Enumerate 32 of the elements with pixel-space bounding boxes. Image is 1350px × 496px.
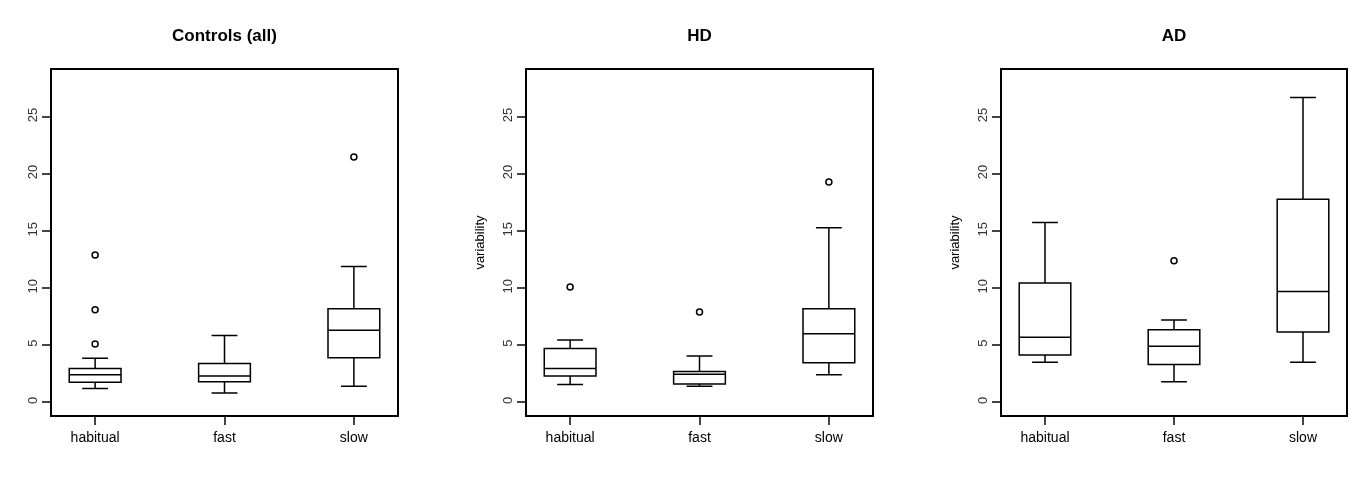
y-tick-label: 20	[500, 164, 516, 180]
x-tick-label: habitual	[70, 428, 120, 445]
x-tick-label: slow	[1288, 428, 1318, 445]
x-tick-label: habitual	[1020, 428, 1070, 445]
y-tick-label: 15	[500, 221, 516, 237]
y-tick-label: 5	[25, 339, 41, 347]
y-tick-label: 10	[975, 278, 991, 294]
y-tick-label: 20	[975, 164, 991, 180]
x-tick-label: fast	[688, 428, 711, 445]
x-tick-label: habitual	[545, 428, 595, 445]
x-tick-label: fast	[213, 428, 236, 445]
y-tick-label: 25	[500, 107, 516, 123]
x-tick-label: fast	[1162, 428, 1186, 445]
y-tick-label: 15	[25, 221, 41, 237]
y-tick-label: 15	[975, 221, 991, 237]
y-tick-label: 10	[500, 278, 516, 294]
chart-title: Controls (all)	[172, 25, 277, 45]
y-tick-label: 0	[500, 396, 516, 404]
chart-title: AD	[1161, 25, 1187, 45]
x-tick-label: slow	[814, 428, 844, 445]
y-tick-label: 0	[25, 396, 41, 404]
y-tick-label: 5	[975, 339, 991, 347]
y-tick-label: 10	[25, 278, 41, 294]
y-tick-label: 25	[25, 107, 41, 123]
y-tick-label: 25	[975, 107, 991, 123]
y-tick-label: 20	[25, 164, 41, 180]
y-axis-title: variability	[472, 214, 488, 270]
chart-title: HD	[687, 25, 712, 45]
y-axis-title: variability	[947, 214, 963, 270]
y-tick-label: 5	[500, 339, 516, 347]
x-tick-label: slow	[339, 428, 369, 445]
y-tick-label: 0	[975, 396, 991, 404]
